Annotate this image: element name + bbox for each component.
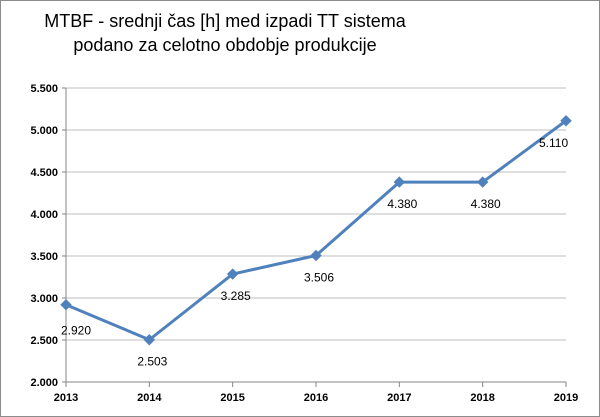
x-tick-label: 2015 — [220, 392, 244, 404]
y-tick-label: 2.500 — [30, 335, 58, 347]
x-tick-label: 2014 — [137, 392, 162, 404]
data-point-marker — [476, 176, 489, 188]
y-tick-label: 5.500 — [30, 83, 58, 95]
data-label: 5.110 — [539, 136, 568, 150]
data-point-marker — [393, 176, 406, 188]
data-label: 4.380 — [471, 197, 501, 211]
data-point-marker — [226, 268, 239, 280]
x-tick-label: 2018 — [470, 392, 494, 404]
y-tick-label: 3.000 — [30, 293, 58, 305]
data-point-marker — [310, 249, 322, 262]
x-tick-label: 2013 — [54, 392, 78, 404]
data-label: 2.920 — [61, 324, 91, 338]
y-tick-label: 2.000 — [30, 377, 58, 389]
chart-title-line-1: MTBF - srednji čas [h] med izpadi TT sis… — [44, 11, 406, 31]
y-tick-label: 4.000 — [30, 209, 58, 221]
y-tick-label: 5.000 — [30, 125, 58, 137]
y-tick-label: 4.500 — [30, 167, 58, 179]
data-point-marker — [560, 115, 572, 127]
data-label: 2.503 — [137, 355, 167, 369]
series-line — [65, 119, 567, 342]
data-point-marker — [60, 299, 72, 311]
data-label: 3.506 — [304, 270, 334, 284]
x-tick-label: 2019 — [554, 392, 578, 404]
data-label: 3.285 — [221, 289, 251, 303]
data-label: 4.380 — [387, 197, 417, 211]
chart-title-line-2: podano za celotno obdobje produkcije — [73, 35, 377, 55]
x-tick-label: 2016 — [304, 392, 328, 404]
x-tick-label: 2017 — [387, 392, 411, 404]
y-tick-label: 3.500 — [30, 251, 58, 263]
data-point-marker — [143, 334, 156, 346]
